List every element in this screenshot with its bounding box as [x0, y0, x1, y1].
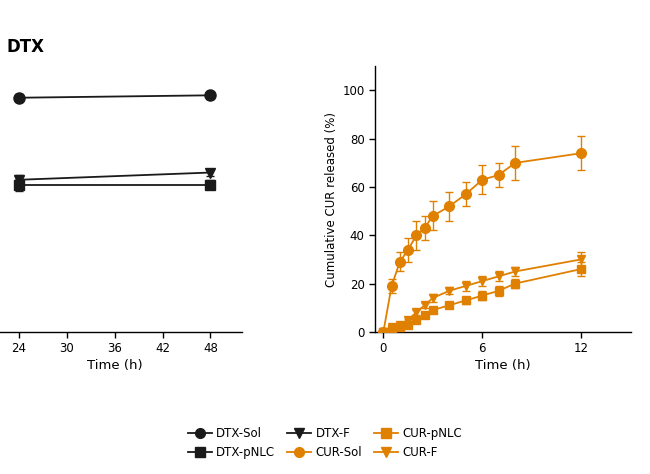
Y-axis label: Cumulative CUR released (%): Cumulative CUR released (%) [325, 111, 338, 287]
X-axis label: Time (h): Time (h) [475, 359, 530, 373]
Text: DTX: DTX [6, 38, 44, 56]
X-axis label: Time (h): Time (h) [87, 359, 142, 373]
Legend: DTX-Sol, DTX-pNLC, DTX-F, CUR-Sol, CUR-pNLC, CUR-F: DTX-Sol, DTX-pNLC, DTX-F, CUR-Sol, CUR-p… [183, 422, 467, 464]
